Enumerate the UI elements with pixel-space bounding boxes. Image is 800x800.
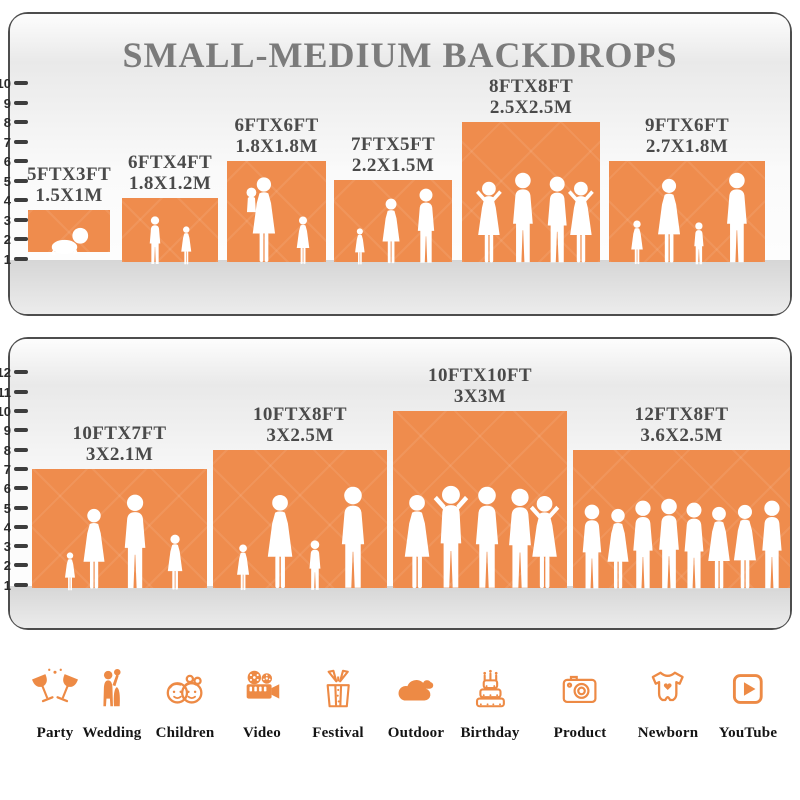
youtube-icon bbox=[733, 674, 763, 704]
backdrop-size-label: 12FTX8FT 3.6X2.5M bbox=[634, 404, 729, 446]
party-icon bbox=[32, 668, 78, 703]
backdrop-size-label: 7FTX5FT 2.2X1.5M bbox=[350, 134, 436, 176]
video-icon bbox=[246, 670, 280, 699]
backdrop-block-8x8ft: 8FTX8FT 2.5X2.5M bbox=[462, 76, 600, 263]
top-panel: 5FTX3FT 1.5X1M 6FTX4FT 1.8X1.2M 6FTX6FT 1.8… bbox=[0, 12, 792, 316]
category-label: YouTube bbox=[718, 725, 778, 741]
category-festival: Festival bbox=[312, 666, 364, 742]
backdrop-block-10x7ft: 10FTX7FT 3X2.1M bbox=[32, 423, 207, 591]
festival-icon bbox=[326, 669, 350, 708]
outdoor-icon bbox=[398, 679, 434, 701]
backdrop-size-label: 6FTX4FT 1.8X1.2M bbox=[127, 152, 213, 194]
category-birthday: Birthday bbox=[460, 666, 519, 742]
crawling-baby-silhouette bbox=[50, 227, 89, 256]
bottom-panel: 10FTX7FT 3X2.1M 10FTX8FT 3X2.5M bbox=[0, 337, 792, 630]
category-label: Birthday bbox=[460, 725, 520, 741]
backdrop-block-6x4ft: 6FTX4FT 1.8X1.2M bbox=[122, 152, 218, 265]
category-label: Outdoor bbox=[387, 725, 445, 741]
backdrop-block-7x5ft: 7FTX5FT 2.2X1.5M bbox=[334, 134, 452, 265]
category-newborn: Newborn bbox=[638, 666, 699, 742]
category-label: Wedding bbox=[82, 725, 142, 741]
five-adults-silhouette bbox=[404, 485, 560, 589]
category-party: Party bbox=[32, 666, 78, 742]
category-video: Video bbox=[239, 666, 285, 742]
category-wedding: Wedding bbox=[83, 666, 142, 742]
backdrop-block-9x6ft: 9FTX6FT 2.7X1.8M bbox=[609, 115, 765, 265]
category-children: Children bbox=[156, 666, 215, 742]
backdrop-size-label: 5FTX3FT 1.5X1M bbox=[26, 164, 112, 206]
family-silhouette bbox=[65, 494, 183, 591]
product-icon bbox=[563, 675, 597, 704]
category-row: Party Wedding bbox=[0, 660, 800, 770]
page-title: SMALL-MEDIUM BACKDROPS bbox=[122, 35, 678, 75]
bottom-panel-floor bbox=[10, 586, 790, 628]
backdrop-block-12x8ft: 12FTX8FT 3.6X2.5M bbox=[573, 404, 790, 589]
category-label: Product bbox=[553, 725, 607, 741]
crowd-silhouette bbox=[582, 498, 782, 589]
backdrop-size-label: 6FTX6FT 1.8X1.8M bbox=[234, 115, 319, 157]
backdrop-size-label: 8FTX8FT 2.5X2.5M bbox=[488, 76, 574, 118]
backdrop-block-6x6ft: 6FTX6FT 1.8X1.8M bbox=[227, 115, 326, 264]
children-icon bbox=[167, 674, 203, 704]
category-label: Video bbox=[243, 725, 281, 741]
family-of-four-silhouette bbox=[631, 172, 747, 265]
backdrop-block-5x3ft: 5FTX3FT 1.5X1M bbox=[27, 164, 111, 256]
bottom-panel-background: 10FTX7FT 3X2.1M 10FTX8FT 3X2.5M bbox=[10, 339, 790, 628]
backdrop-size-label: 10FTX8FT 3X2.5M bbox=[253, 404, 347, 446]
top-panel-floor bbox=[10, 260, 790, 314]
category-label: Children bbox=[155, 725, 215, 741]
newborn-icon bbox=[651, 671, 684, 702]
category-label: Newborn bbox=[637, 725, 699, 741]
category-label: Party bbox=[36, 725, 74, 741]
backdrop-size-label: 9FTX6FT 2.7X1.8M bbox=[644, 115, 730, 157]
backdrop-block-10x10ft: 10FTX10FT 3X3M bbox=[393, 365, 567, 589]
backdrop-size-label: 10FTX10FT 3X3M bbox=[428, 365, 532, 407]
backdrop-block-10x8ft: 10FTX8FT 3X2.5M bbox=[213, 404, 387, 591]
birthday-icon bbox=[475, 669, 505, 708]
top-panel-background: 5FTX3FT 1.5X1M 6FTX4FT 1.8X1.2M 6FTX6FT 1.8… bbox=[10, 14, 790, 314]
backdrop-size-label: 10FTX7FT 3X2.1M bbox=[72, 423, 167, 465]
category-label: Festival bbox=[312, 725, 364, 741]
category-outdoor: Outdoor bbox=[388, 666, 444, 742]
two-children-silhouette bbox=[149, 216, 192, 265]
family-of-four-silhouette bbox=[237, 486, 365, 591]
wedding-icon bbox=[103, 668, 122, 707]
category-product: Product bbox=[554, 666, 607, 742]
family-of-three-silhouette bbox=[355, 188, 435, 265]
category-youtube: YouTube bbox=[719, 666, 777, 742]
